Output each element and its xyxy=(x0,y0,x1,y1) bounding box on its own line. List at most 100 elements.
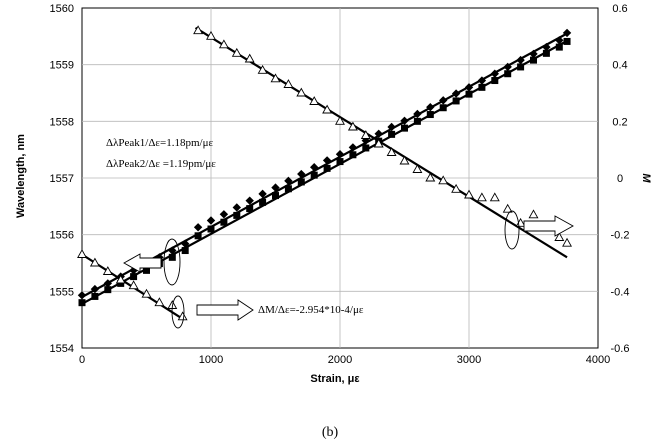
diamond-point xyxy=(387,122,396,132)
triangle-point xyxy=(193,25,204,35)
figure-caption: (b) xyxy=(322,425,339,440)
square-point xyxy=(91,292,99,300)
diamond-point xyxy=(555,36,564,45)
diamond-point xyxy=(168,246,177,255)
peak2-slope-annotation: ΔλPeak2/Δε =1.19pm/με xyxy=(106,158,216,170)
diamond-point xyxy=(400,116,409,125)
diamond-point xyxy=(232,203,241,212)
y2-axis-label: M xyxy=(640,173,652,183)
square-point xyxy=(530,56,537,64)
square-point xyxy=(413,117,421,125)
triangle-point xyxy=(128,280,139,290)
square-point xyxy=(168,253,176,261)
square-point xyxy=(104,286,112,294)
diamond-point xyxy=(219,210,229,219)
diamond-point xyxy=(413,109,422,119)
triangle-point xyxy=(322,104,333,114)
diamond-point xyxy=(335,150,345,159)
triangle-point xyxy=(335,115,345,125)
square-point xyxy=(542,49,550,57)
square-point xyxy=(143,266,150,274)
triangle-point xyxy=(270,73,281,83)
diamond-point xyxy=(284,176,293,186)
square-point xyxy=(207,225,215,233)
y2-tick-label: 0.2 xyxy=(612,116,627,128)
square-point xyxy=(517,63,525,71)
x-tick-label: 2000 xyxy=(328,354,352,366)
left-arrow-icon xyxy=(123,253,162,273)
square-point xyxy=(246,205,254,213)
square-point xyxy=(310,171,318,179)
diamond-point xyxy=(322,156,332,165)
y2-tick-label: 0.6 xyxy=(612,3,627,15)
square-point xyxy=(401,124,408,132)
diamond-point xyxy=(258,189,267,199)
diamond-point xyxy=(297,169,306,179)
y2-tick-labels: -0.6 -0.4 -0.2 0 0.2 0.4 0.6 xyxy=(611,3,630,355)
diamond-point xyxy=(464,83,474,92)
square-point xyxy=(362,144,370,152)
triangle-point xyxy=(154,297,165,307)
triangle-point xyxy=(412,164,423,173)
diamond-point xyxy=(90,284,100,294)
triangle-point xyxy=(438,175,449,185)
y-tick-label: 1557 xyxy=(50,173,74,185)
triangle-point xyxy=(476,192,487,202)
y2-tick-label: 0 xyxy=(617,173,623,185)
triangle-point xyxy=(451,183,462,193)
y2-tick-label: 0.4 xyxy=(612,60,627,72)
diamond-point xyxy=(477,76,487,85)
triangle-point xyxy=(399,155,410,165)
y2-tick-label: -0.2 xyxy=(611,230,630,242)
x-tick-label: 1000 xyxy=(199,354,223,366)
triangle-point xyxy=(296,87,307,97)
diamond-point xyxy=(451,89,461,98)
square-point xyxy=(388,130,396,138)
diamond-point xyxy=(374,129,383,138)
triangle-point xyxy=(77,249,87,258)
diamond-point xyxy=(310,163,319,172)
square-point xyxy=(563,37,571,45)
y2-tick-label: -0.4 xyxy=(611,286,630,298)
triangle-point xyxy=(115,274,126,284)
triangle-point xyxy=(554,232,565,241)
triangle-point xyxy=(309,96,320,105)
triangle-point xyxy=(244,53,255,63)
square-point xyxy=(452,97,460,105)
gridlines xyxy=(82,8,598,348)
diamond-point xyxy=(562,28,572,38)
square-point xyxy=(284,185,292,193)
square-point xyxy=(220,218,228,226)
triangle-point xyxy=(218,39,229,49)
triangle-point xyxy=(360,130,371,139)
square-point xyxy=(336,158,344,166)
diamond-point xyxy=(77,291,87,300)
square-point xyxy=(349,151,357,159)
triangle-point xyxy=(206,30,216,40)
y2-tick-label: -0.6 xyxy=(611,343,630,355)
x-tick-labels: 0 1000 2000 3000 4000 xyxy=(79,354,610,366)
right-arrow-icon xyxy=(523,215,574,237)
diamond-point xyxy=(193,223,203,232)
square-point xyxy=(297,178,305,186)
square-point xyxy=(181,247,189,255)
diamond-point xyxy=(426,102,435,112)
triangle-point xyxy=(464,189,474,199)
y-axis-label: Wavelength, nm xyxy=(15,134,27,218)
triangle-point xyxy=(528,209,539,219)
y-tick-label: 1554 xyxy=(50,343,74,355)
m-slope-annotation: ΔM/Δε=-2.954*10-4/με xyxy=(258,304,364,316)
triangle-point xyxy=(502,203,513,213)
square-point xyxy=(426,111,434,119)
square-point xyxy=(465,90,473,98)
square-point xyxy=(259,198,267,206)
y-tick-label: 1555 xyxy=(50,286,74,298)
triangle-point xyxy=(562,237,573,247)
y-tick-label: 1556 xyxy=(50,230,74,242)
triangle-point xyxy=(373,138,384,148)
y-tick-label: 1559 xyxy=(50,60,74,72)
diamond-point xyxy=(516,55,525,65)
triangle-point xyxy=(257,64,268,74)
square-point xyxy=(439,104,447,112)
